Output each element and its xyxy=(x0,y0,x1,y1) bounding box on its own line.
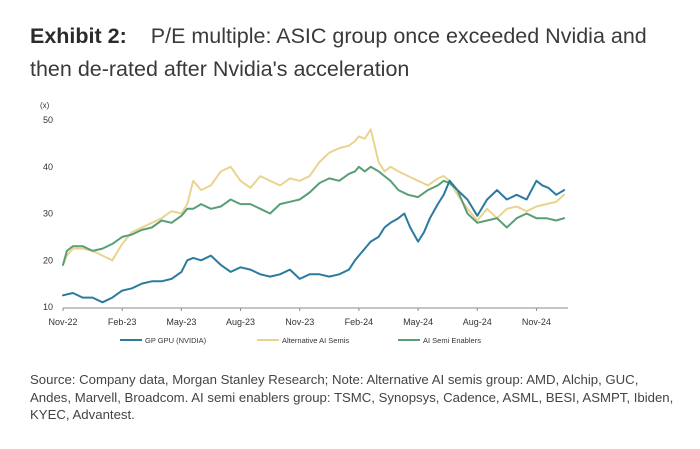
x-tick-label: Nov-23 xyxy=(285,317,314,327)
x-tick-label: Aug-24 xyxy=(463,317,492,327)
y-tick-label: 30 xyxy=(43,209,53,219)
y-tick-label: 10 xyxy=(43,302,53,312)
y-tick-label: 20 xyxy=(43,255,53,265)
x-tick-label: Aug-23 xyxy=(226,317,255,327)
chart-title: P/E multiple: ASIC group once exceeded N… xyxy=(30,24,647,81)
legend-item: Alternative AI Semis xyxy=(257,336,349,345)
pe-multiple-chart: (x) 10 20 30 40 50 Nov-22 Feb-23 May-23 Aug-23 N… xyxy=(40,101,568,345)
source-note: Source: Company data, Morgan Stanley Res… xyxy=(30,372,674,422)
x-tick-label: Nov-24 xyxy=(522,317,551,327)
series-line-gp-gpu-nvidia xyxy=(62,179,566,304)
x-tick-label: Nov-22 xyxy=(48,317,77,327)
y-tick-label: 50 xyxy=(43,115,53,125)
x-tick-label: May-23 xyxy=(166,317,196,327)
exhibit-title: Exhibit 2: P/E multiple: ASIC group once … xyxy=(30,20,690,86)
legend-item: GP GPU (NVIDIA) xyxy=(120,336,207,345)
legend-label: GP GPU (NVIDIA) xyxy=(145,336,207,345)
legend-label: AI Semi Enablers xyxy=(423,336,481,345)
exhibit-label: Exhibit 2: xyxy=(30,24,127,48)
series-line-alternative-ai-semis xyxy=(62,128,566,266)
series-line-ai-semi-enablers xyxy=(62,165,566,266)
y-tick-label: 40 xyxy=(43,162,53,172)
x-tick-label: Feb-24 xyxy=(345,317,374,327)
legend-label: Alternative AI Semis xyxy=(282,336,349,345)
x-tick-label: May-24 xyxy=(403,317,433,327)
y-unit-label: (x) xyxy=(40,101,50,110)
legend-item: AI Semi Enablers xyxy=(398,336,481,345)
x-tick-label: Feb-23 xyxy=(108,317,137,327)
